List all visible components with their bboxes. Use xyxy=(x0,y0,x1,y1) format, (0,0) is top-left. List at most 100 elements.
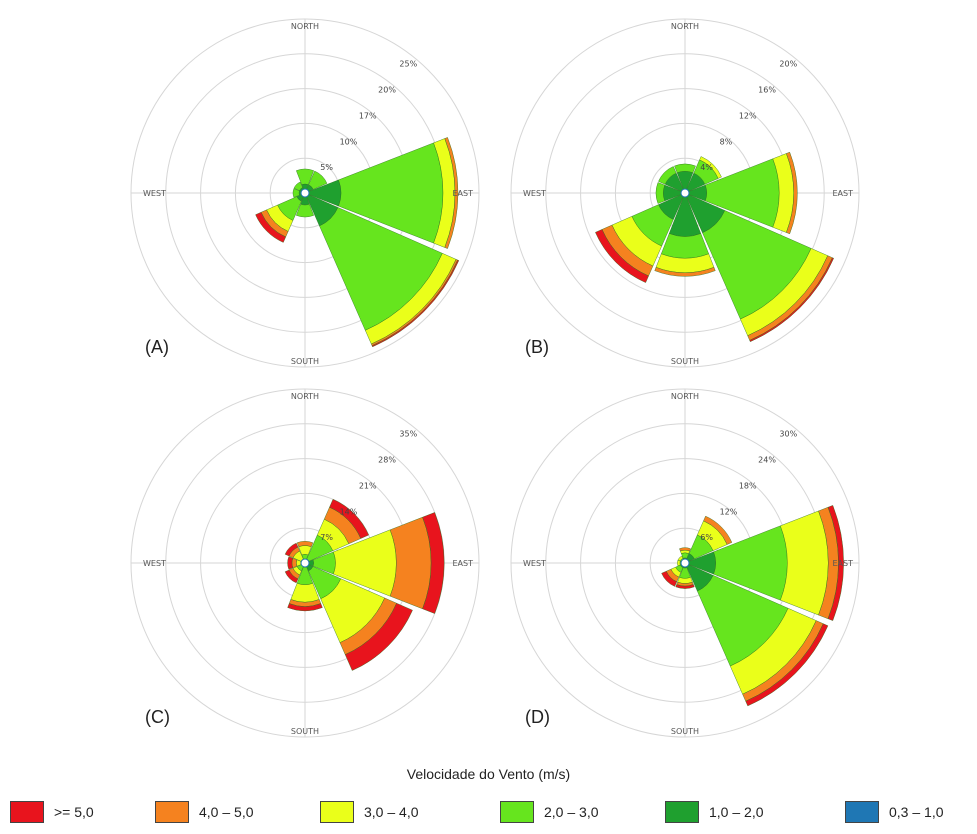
panel-b-sector-180-bin-2 xyxy=(661,233,709,259)
panel-b-east-label: EAST xyxy=(833,189,854,198)
legend-title: Velocidade do Vento (m/s) xyxy=(406,766,571,782)
panel-b-north-label: NORTH xyxy=(671,22,699,31)
panel-c-ring-label-1: 7% xyxy=(320,533,333,542)
legend-label: >= 5,0 xyxy=(54,804,94,820)
panel-a-north-label: NORTH xyxy=(291,22,319,31)
panel-b-sector-135-bin-5 xyxy=(749,257,834,342)
legend-label: 4,0 – 5,0 xyxy=(199,804,254,820)
panel-c-sector-270-bin-5 xyxy=(287,556,294,570)
panel-d-sector-135-bin-5 xyxy=(745,623,829,707)
panel-a-sector-45-bin-2 xyxy=(308,170,328,190)
panel-b-ring-label-2: 8% xyxy=(720,137,733,146)
panel-d-sector-180-bin-3 xyxy=(677,577,693,584)
panel-d-sector-225-bin-5 xyxy=(661,570,678,587)
panel-d-sector-45-bin-4 xyxy=(703,515,733,545)
legend-swatch xyxy=(10,801,44,823)
panel-c-sector-225-bin-5 xyxy=(284,569,299,584)
panel-d-north-label: NORTH xyxy=(671,392,699,401)
panel-c-north-label: NORTH xyxy=(291,392,319,401)
legend-item: >= 5,0 xyxy=(10,794,94,830)
legend-label: 0,3 – 1,0 xyxy=(889,804,944,820)
wind-rose-panel-c: 7% 14% 21% 28% 35% NORTH SOUTH EAST WEST (C) xyxy=(130,388,480,738)
panel-c-east-label: EAST xyxy=(453,559,474,568)
panel-c-sector-90-bin-5 xyxy=(422,512,445,614)
panel-b-ring-label-1: 4% xyxy=(700,163,713,172)
panel-a-west-label: WEST xyxy=(143,189,166,198)
panel-d-sector-90-bin-5 xyxy=(827,505,844,621)
wind-rose-panel-d: 6% 12% 18% 24% 30% NORTH SOUTH EAST WEST (D) xyxy=(510,388,860,738)
panel-d-sector-270-bin-3 xyxy=(677,559,681,567)
panel-a-east-label: EAST xyxy=(453,189,474,198)
legend-item: 0,3 – 1,0 xyxy=(845,794,944,830)
panel-a-south-label: SOUTH xyxy=(291,357,319,366)
panel-a-sector-0-bin-2 xyxy=(296,168,314,185)
panel-d-calm-center xyxy=(680,558,690,568)
panel-d-sector-315-bin-3 xyxy=(677,555,684,562)
legend-item: 4,0 – 5,0 xyxy=(155,794,254,830)
panel-c-west-label: WEST xyxy=(143,559,166,568)
legend-swatch xyxy=(845,801,879,823)
panel-a-ring-label-3: 17% xyxy=(359,111,377,120)
panel-a-sector-135-bin-5 xyxy=(371,259,460,348)
legend-label: 2,0 – 3,0 xyxy=(544,804,599,820)
panel-d-label: (D) xyxy=(525,707,550,727)
panel-d-ring-label-1: 6% xyxy=(700,533,713,542)
panel-c-sector-270-bin-4 xyxy=(291,558,298,568)
panel-a-ring-label-1: 5% xyxy=(320,163,333,172)
panel-b-calm-center xyxy=(680,188,690,198)
panel-b-ring-label-4: 16% xyxy=(758,86,776,95)
panel-d-sector-0-bin-4 xyxy=(679,547,691,552)
legend-swatch xyxy=(665,801,699,823)
panel-d-west-label: WEST xyxy=(523,559,546,568)
panel-a-ring-label-2: 10% xyxy=(340,137,358,146)
legend-item: 1,0 – 2,0 xyxy=(665,794,764,830)
wind-rose-panel-b: 4% 8% 12% 16% 20% NORTH SOUTH EAST WEST (B) xyxy=(510,18,860,368)
panel-b-sector-270-bin-2 xyxy=(655,182,665,204)
panel-b-south-label: SOUTH xyxy=(671,357,699,366)
panel-d-ring-label-2: 12% xyxy=(720,507,738,516)
panel-a-sector-90-bin-4 xyxy=(444,137,459,249)
legend-label: 3,0 – 4,0 xyxy=(364,804,419,820)
legend-item: 3,0 – 4,0 xyxy=(320,794,419,830)
panel-c-label: (C) xyxy=(145,707,170,727)
legend-swatch xyxy=(500,801,534,823)
panel-b-sector-45-bin-3 xyxy=(699,156,722,179)
panel-b-label: (B) xyxy=(525,337,549,357)
panel-a-sector-315-bin-2 xyxy=(293,181,303,191)
panel-b-ring-label-3: 12% xyxy=(739,111,757,120)
panel-a-ring-label-5: 25% xyxy=(399,60,417,69)
panel-b-sector-225-bin-5 xyxy=(595,229,649,283)
legend-swatch xyxy=(320,801,354,823)
panel-d-ring-label-4: 24% xyxy=(758,456,776,465)
panel-a-label: (A) xyxy=(145,337,169,357)
panel-c-sector-135-bin-5 xyxy=(344,602,413,671)
panel-c-sector-315-bin-5 xyxy=(284,542,299,557)
legend: >= 5,0 4,0 – 5,0 3,0 – 4,0 2,0 – 3,0 1,0 – 2… xyxy=(10,794,977,830)
panel-b-sector-90-bin-4 xyxy=(786,151,798,235)
panel-a-calm-center xyxy=(300,188,310,198)
panel-b-ring-label-5: 20% xyxy=(779,60,797,69)
panel-c-ring-label-3: 21% xyxy=(359,481,377,490)
panel-b-west-label: WEST xyxy=(523,189,546,198)
panel-d-east-label: EAST xyxy=(833,559,854,568)
panel-c-calm-center xyxy=(300,558,310,568)
panel-c-sector-0-bin-4 xyxy=(296,541,314,548)
panel-b-sector-315-bin-2 xyxy=(658,166,677,185)
panel-d-sector-90-bin-3 xyxy=(780,510,829,616)
legend-label: 1,0 – 2,0 xyxy=(709,804,764,820)
panel-c-ring-label-4: 28% xyxy=(378,456,396,465)
wind-rose-figure: 5% 10% 17% 20% 25% NORTH SOUTH EAST WEST (A) 4% 8%… xyxy=(130,18,860,738)
panel-d-ring-label-5: 30% xyxy=(779,430,797,439)
panel-c-south-label: SOUTH xyxy=(291,727,319,736)
panel-d-south-label: SOUTH xyxy=(671,727,699,736)
panel-c-ring-label-2: 14% xyxy=(340,507,358,516)
panel-c-sector-180-bin-5 xyxy=(287,603,323,611)
panel-a-sector-270-bin-2 xyxy=(292,188,300,198)
panel-a-sector-180-bin-2 xyxy=(296,203,314,218)
panel-d-ring-label-3: 18% xyxy=(739,481,757,490)
panel-a-sector-225-bin-5 xyxy=(255,212,286,243)
panel-c-ring-label-5: 35% xyxy=(399,430,417,439)
panel-b-sector-0-bin-2 xyxy=(674,163,696,173)
panel-a-ring-label-4: 20% xyxy=(378,86,396,95)
wind-rose-panel-a: 5% 10% 17% 20% 25% NORTH SOUTH EAST WEST (A) xyxy=(130,18,480,368)
